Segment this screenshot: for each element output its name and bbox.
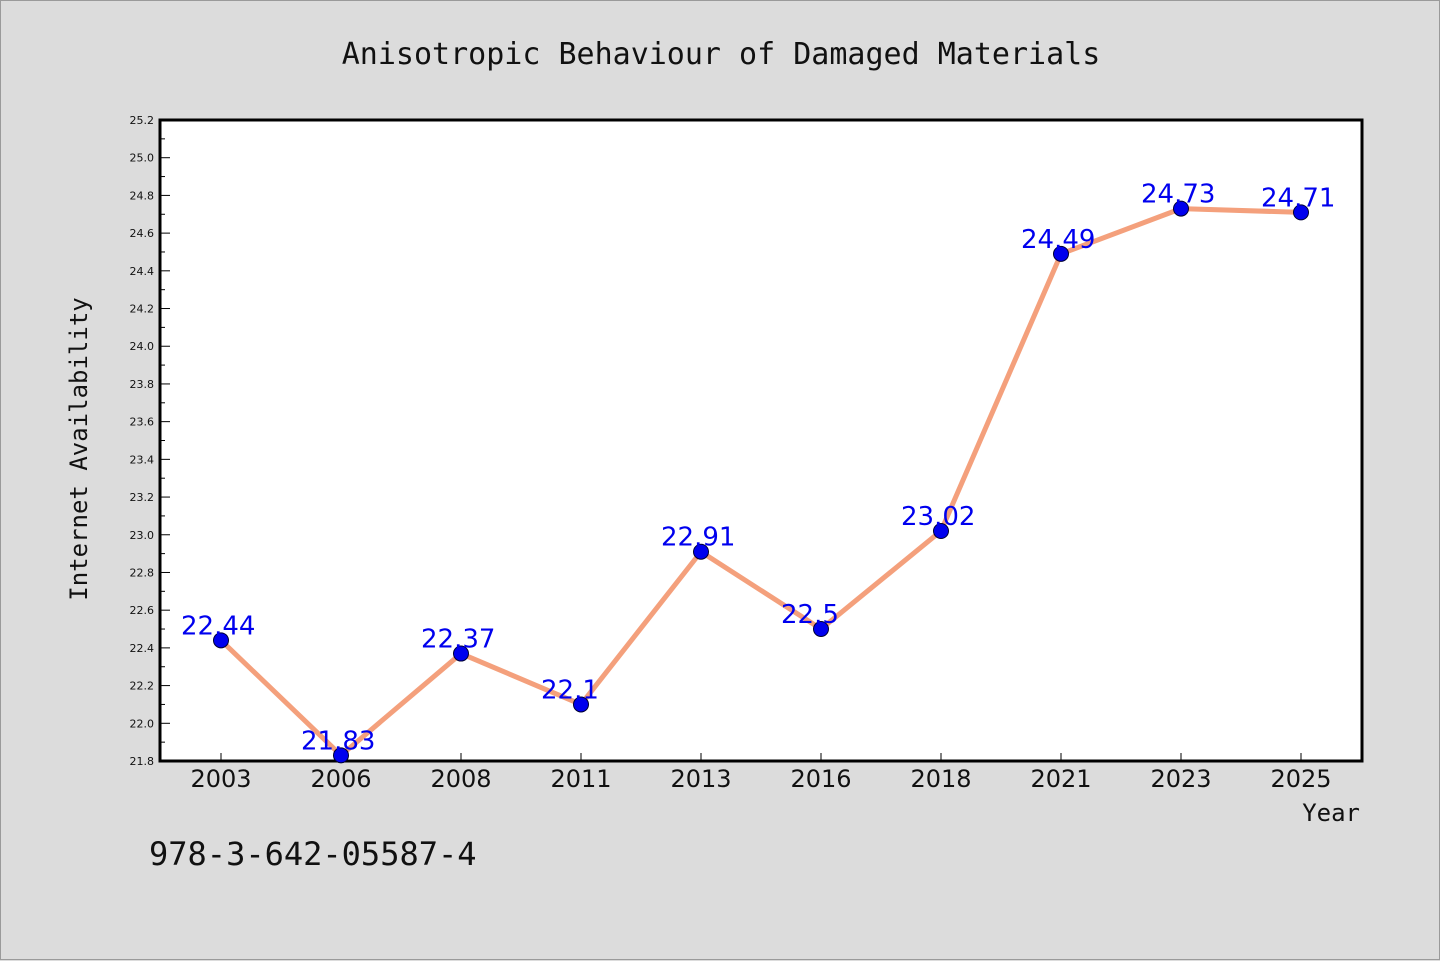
data-point [1053,245,1069,262]
data-label: 24.71 [1261,183,1335,213]
x-axis: 2003 2006 2008 2011 2013 2016 2018 2021 2023 2025 [190,753,1332,793]
y-tick-label: 23.2 [130,491,155,504]
y-tick-label: 22.2 [130,680,155,693]
data-label: 22.1 [541,675,599,705]
y-axis: 21.8 22.0 22.2 22.4 22.6 22.8 23.0 23.2 23.4 23.6… [130,114,170,768]
y-tick-label: 22.8 [130,566,155,579]
data-markers [213,200,1309,764]
data-point [213,632,229,649]
x-tick-label: 2006 [310,765,371,793]
data-labels: 22.44 21.83 22.37 22.1 22.91 22.5 23.02 24.49 24… [181,180,1335,757]
y-axis-label: Internet Availability [65,297,93,600]
data-label: 24.73 [1141,180,1215,210]
x-tick-label: 2011 [550,765,611,793]
x-tick-label: 2023 [1150,765,1211,793]
y-tick-label: 22.4 [130,642,155,655]
data-point [453,645,469,662]
series-line [219,206,1302,758]
data-point [333,747,349,764]
data-point [693,543,709,560]
data-point [1293,204,1309,221]
x-tick-label: 2008 [430,765,491,793]
data-label: 23.02 [901,502,975,532]
data-label: 24.49 [1021,225,1095,255]
chart-title: Anisotropic Behaviour of Damaged Materia… [342,37,1101,72]
y-tick-label: 24.2 [130,303,155,316]
x-tick-label: 2013 [670,765,731,793]
x-tick-label: 2018 [910,765,971,793]
x-tick-label: 2025 [1270,765,1331,793]
y-tick-label: 24.6 [130,227,155,240]
data-label: 22.37 [421,625,495,655]
data-point [1173,200,1189,217]
y-tick-label: 22.0 [130,717,155,730]
isbn-text: 978-3-642-05587-4 [149,835,477,873]
y-tick-label: 23.4 [130,453,155,466]
data-point [573,696,589,713]
data-label: 22.5 [781,600,839,630]
data-point [813,621,829,638]
y-tick-label: 22.6 [130,604,155,617]
y-tick-label: 25.0 [130,152,155,165]
y-tick-label: 21.8 [130,755,155,768]
x-tick-label: 2003 [190,765,251,793]
y-tick-label: 23.8 [130,378,155,391]
y-tick-label: 25.2 [130,114,155,127]
x-axis-label: Year [1302,799,1360,827]
series-line-group [219,206,1302,758]
x-tick-label: 2021 [1030,765,1091,793]
y-tick-label: 23.0 [130,529,155,542]
y-tick-label: 23.6 [130,416,155,429]
plot-area [158,118,1364,763]
data-label: 22.91 [661,523,735,553]
x-tick-label: 2016 [790,765,851,793]
data-label: 21.83 [301,726,375,756]
y-tick-label: 24.0 [130,340,155,353]
data-point [933,522,949,539]
data-label: 22.44 [181,611,255,641]
y-tick-label: 24.8 [130,189,155,202]
y-tick-label: 24.4 [130,265,155,278]
